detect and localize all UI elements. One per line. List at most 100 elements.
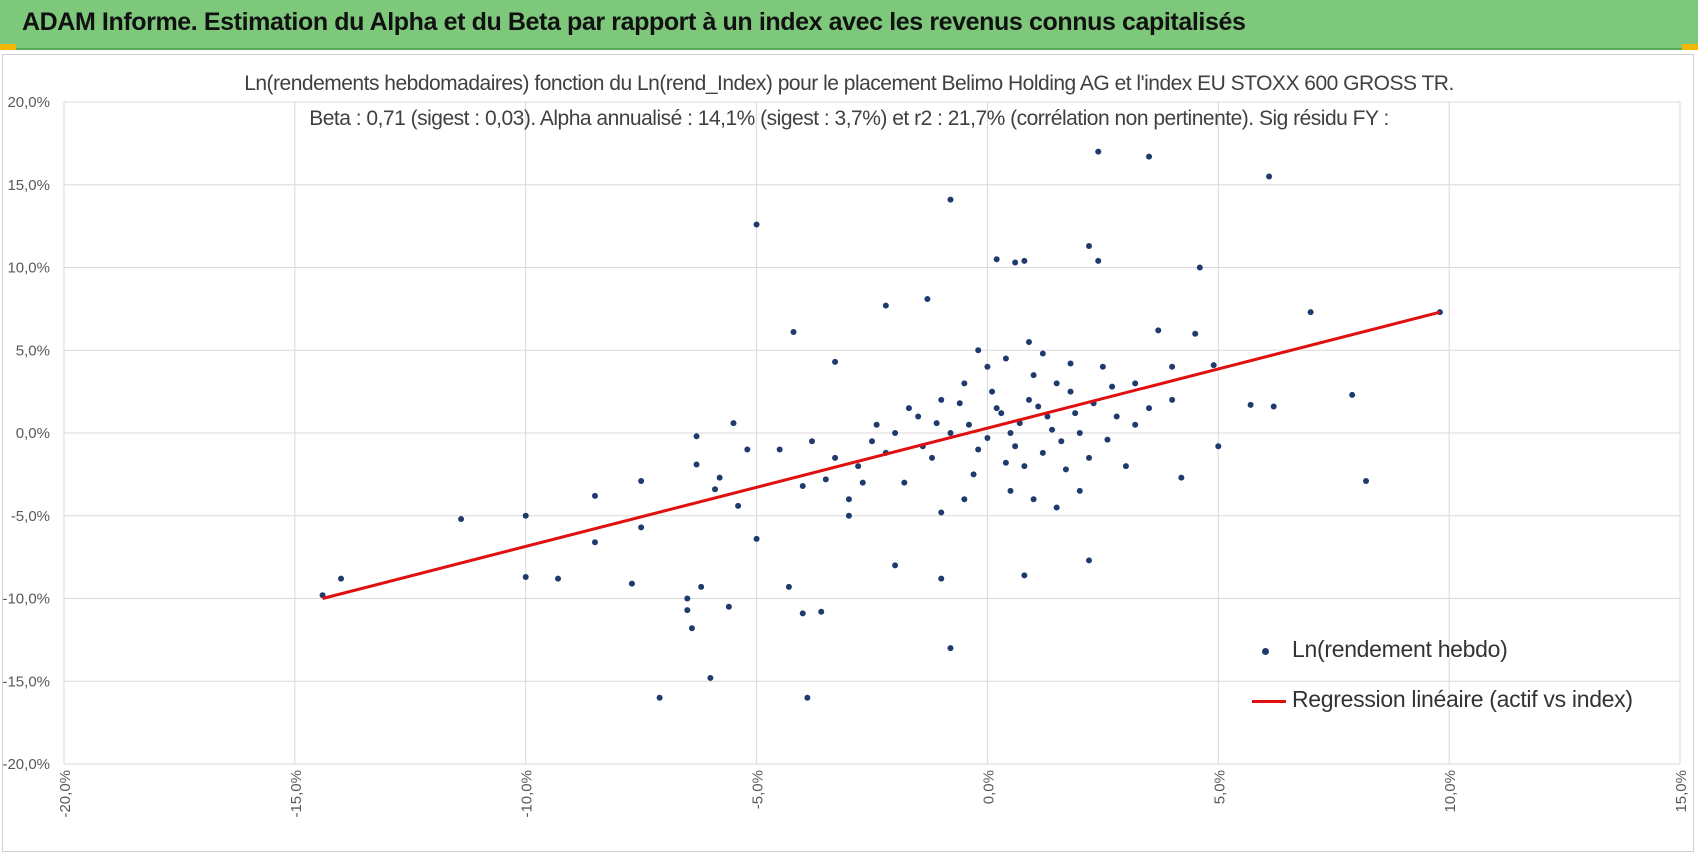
scatter-point [684, 607, 691, 614]
y-tick-label: -10,0% [2, 591, 50, 608]
scatter-point [776, 446, 783, 453]
scatter-point [845, 496, 852, 503]
scatter-point [882, 302, 889, 309]
scatter-point [1021, 257, 1028, 264]
y-tick-label: 15,0% [7, 177, 50, 194]
report-banner: ADAM Informe. Estimation du Alpha et du … [0, 0, 1698, 50]
y-tick-label: 5,0% [16, 342, 50, 359]
scatter-point [970, 471, 977, 478]
chart-title-line-2: Beta : 0,71 (sigest : 0,03). Alpha annua… [309, 107, 1389, 130]
scatter-point [656, 694, 663, 701]
axes: -20,0% -15,0% -10,0% -5,0% 0,0% 5,0% 10,0% 15,0… [2, 94, 1690, 818]
scatter-point [730, 420, 737, 427]
scatter-point [1104, 436, 1111, 443]
legend-marker-line [1252, 700, 1286, 703]
x-tick-label: 10,0% [1442, 770, 1459, 813]
scatter-point [799, 482, 806, 489]
scatter-point [1099, 363, 1106, 370]
scatter-point [1169, 396, 1176, 403]
scatter-point [845, 512, 852, 519]
scatter-point [1095, 148, 1102, 155]
scatter-point [1039, 449, 1046, 456]
scatter-point [1030, 496, 1037, 503]
scatter-point [998, 410, 1005, 417]
scatter-point [1044, 413, 1051, 420]
scatter-point [1307, 309, 1314, 316]
scatter-point [984, 363, 991, 370]
scatter-point [1349, 391, 1356, 398]
scatter-point [735, 502, 742, 509]
scatter-point [892, 430, 899, 436]
legend-label-scatter: Ln(rendement hebdo) [1292, 636, 1508, 662]
scatter-point [993, 405, 1000, 412]
scatter-point [873, 421, 880, 428]
scatter-point [1058, 438, 1065, 445]
scatter-point [822, 476, 829, 483]
chart-frame [2, 54, 1694, 852]
scatter-point [1266, 173, 1273, 180]
scatter-point [1007, 430, 1014, 436]
scatter-point [1113, 413, 1120, 420]
regression-line [322, 310, 1441, 600]
scatter-point [947, 196, 954, 203]
scatter-point [1363, 477, 1370, 484]
scatter-point [707, 674, 714, 681]
scatter-point [993, 256, 1000, 263]
scatter-point [1076, 487, 1083, 494]
scatter-point [832, 454, 839, 461]
scatter-point [961, 496, 968, 503]
scatter-point [628, 580, 635, 587]
y-tick-label: 0,0% [16, 425, 50, 442]
scatter-point [905, 405, 912, 412]
scatter-point [753, 535, 760, 542]
scatter-point [1002, 459, 1009, 466]
scatter-point [716, 474, 723, 481]
scatter-point [1072, 410, 1079, 417]
scatter-point [965, 421, 972, 428]
scatter-point [915, 413, 922, 420]
scatter-point [1053, 380, 1060, 387]
scatter-point [929, 454, 936, 461]
scatter-point [785, 583, 792, 590]
scatter-point [808, 438, 815, 445]
scatter-point [799, 610, 806, 617]
scatter-point [859, 479, 866, 486]
scatter-point [818, 608, 825, 615]
scatter-point [693, 461, 700, 468]
scatter-point [1169, 363, 1176, 370]
scatter-point [1109, 383, 1116, 390]
legend-label-regression: Regression linéaire (actif vs index) [1292, 686, 1633, 712]
scatter-point [1067, 360, 1074, 367]
scatter-point [938, 575, 945, 582]
x-tick-label: -20,0% [57, 770, 74, 818]
scatter-point [1146, 153, 1153, 160]
scatter-point [1146, 405, 1153, 412]
scatter-point [338, 575, 345, 582]
scatter-point [698, 583, 705, 590]
scatter-point [1049, 426, 1056, 433]
scatter-point [753, 221, 760, 228]
x-tick-label: 0,0% [980, 770, 997, 804]
scatter-point [1192, 330, 1199, 337]
scatter-point [1215, 443, 1222, 450]
scatter-point [1025, 396, 1032, 403]
scatter-point [684, 595, 691, 602]
scatter-point [933, 420, 940, 427]
scatter-point [1095, 257, 1102, 264]
scatter-point [1247, 401, 1254, 408]
scatter-point [832, 358, 839, 365]
scatter-point [1021, 463, 1028, 470]
scatter-point [1178, 474, 1185, 481]
y-tick-label: 20,0% [7, 94, 50, 111]
scatter-point [947, 430, 954, 436]
scatter-point [975, 446, 982, 453]
banner-corner-right [1682, 44, 1698, 50]
scatter-point [790, 329, 797, 336]
scatter-point [855, 463, 862, 470]
scatter-point [1122, 463, 1129, 470]
scatter-point [1062, 466, 1069, 473]
y-tick-label: -15,0% [2, 673, 50, 690]
scatter-point [1035, 403, 1042, 410]
scatter-point [975, 347, 982, 354]
